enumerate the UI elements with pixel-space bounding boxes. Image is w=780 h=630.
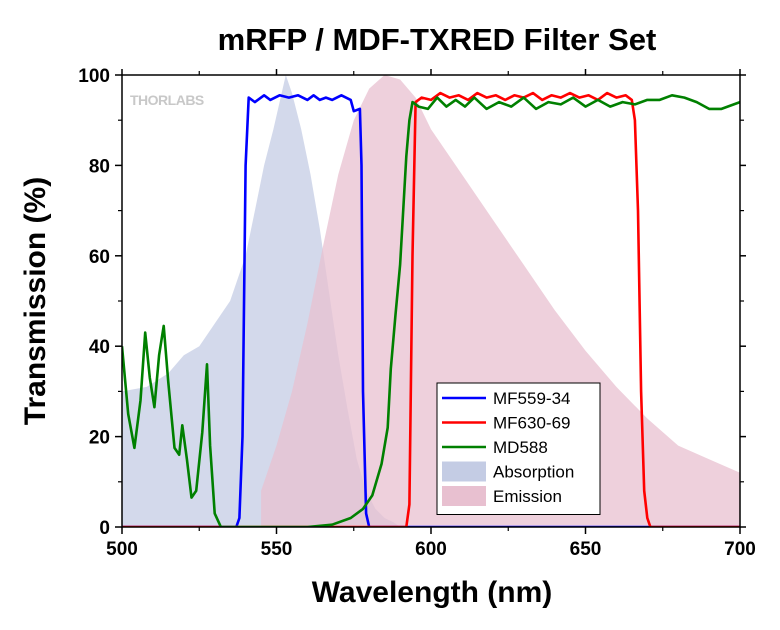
axes: 500 550 600 650 700 0 20 40 60 80 100 bbox=[78, 66, 756, 560]
plot-area bbox=[122, 75, 740, 527]
legend-swatch-emission bbox=[442, 486, 486, 506]
y-tick-label: 40 bbox=[89, 337, 110, 358]
y-axis-label: Transmission (%) bbox=[19, 177, 52, 425]
legend-label-mf630-69: MF630-69 bbox=[493, 414, 570, 433]
legend-label-mf559-34: MF559-34 bbox=[493, 389, 570, 408]
md588-line bbox=[122, 94, 740, 527]
emission-area bbox=[261, 75, 740, 527]
y-tick-label: 60 bbox=[89, 247, 110, 268]
thorlabs-watermark-logo: THORLABS bbox=[130, 92, 204, 108]
x-tick-label: 650 bbox=[570, 539, 602, 560]
x-axis-label: Wavelength (nm) bbox=[312, 576, 553, 609]
legend-swatch-absorption bbox=[442, 461, 486, 482]
legend-label-md588: MD588 bbox=[493, 438, 548, 457]
x-tick-label: 600 bbox=[415, 539, 447, 560]
x-tick-label: 550 bbox=[261, 539, 293, 560]
legend: MF559-34 MF630-69 MD588 Absorption Emission bbox=[436, 382, 601, 515]
mf559-34-line bbox=[122, 94, 740, 527]
y-tick-label: 100 bbox=[78, 66, 110, 87]
x-tick-label: 700 bbox=[724, 539, 756, 560]
chart-title: mRFP / MDF-TXRED Filter Set bbox=[218, 22, 657, 57]
legend-label-absorption: Absorption bbox=[493, 463, 574, 482]
legend-label-emission: Emission bbox=[493, 487, 562, 506]
y-tick-label: 0 bbox=[99, 518, 110, 539]
x-tick-label: 500 bbox=[106, 539, 138, 560]
y-tick-label: 20 bbox=[89, 428, 110, 449]
mf630-69-line bbox=[122, 91, 740, 527]
y-tick-label: 80 bbox=[89, 156, 110, 177]
